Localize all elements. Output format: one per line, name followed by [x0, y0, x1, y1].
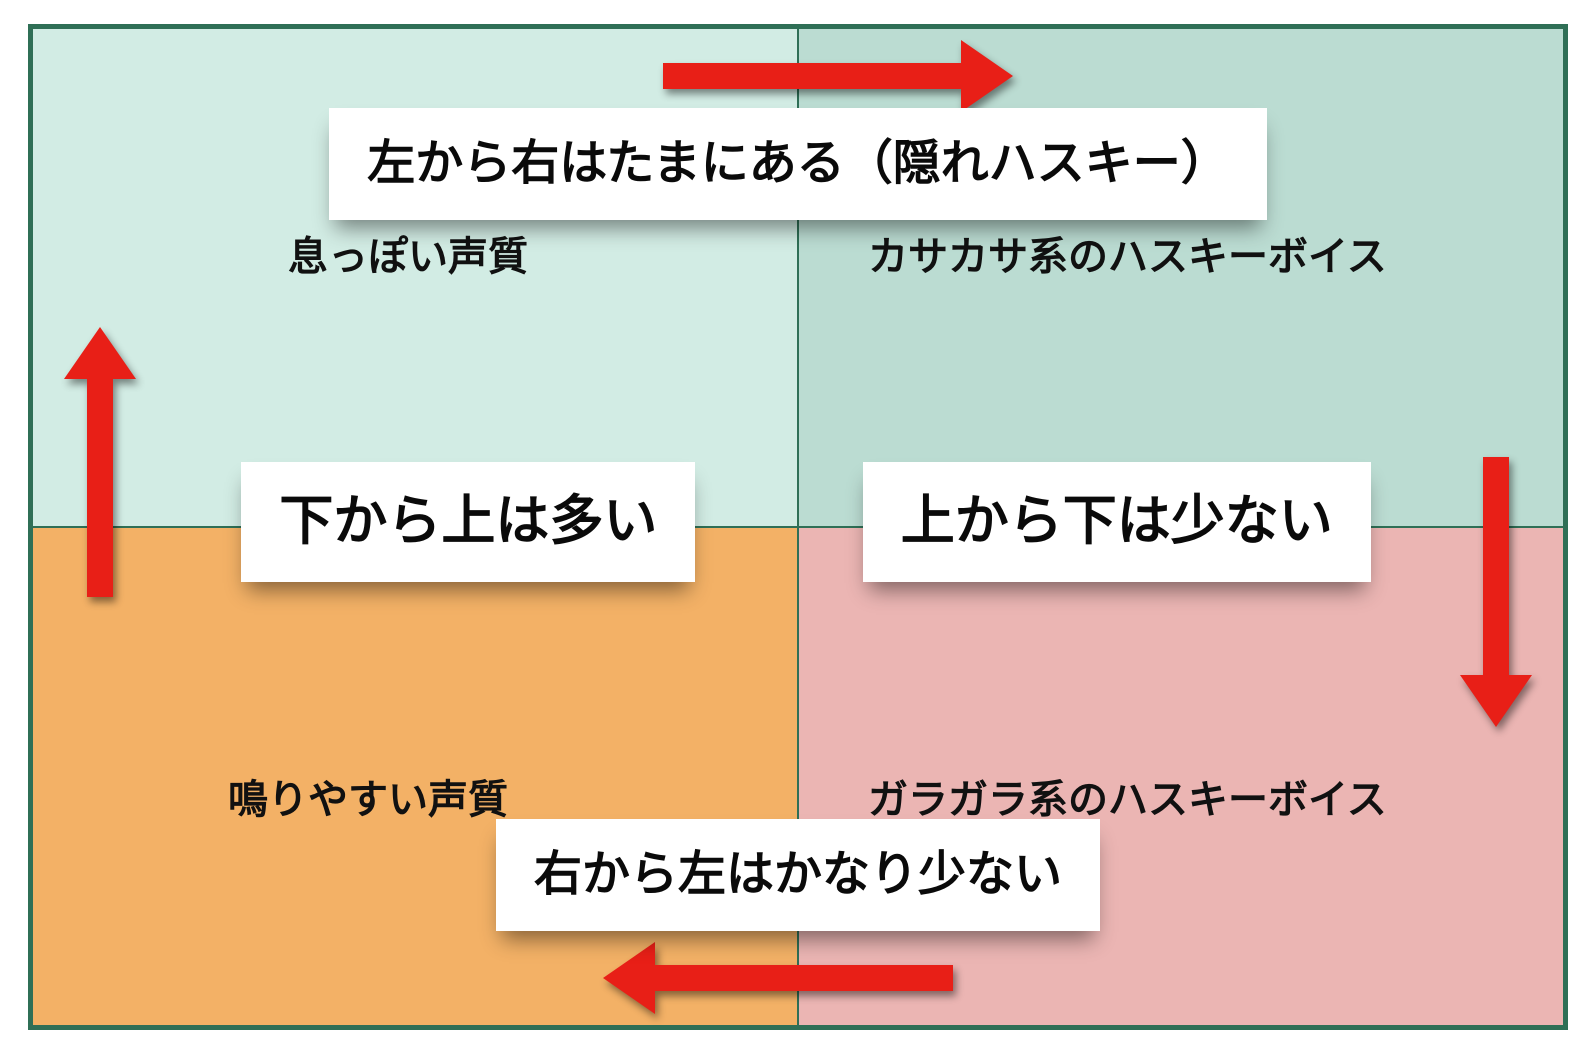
callout-left-text: 下から上は多い — [279, 488, 657, 556]
callout-right-text: 上から下は少ない — [901, 488, 1333, 556]
quadrant-label-top-left: 息っぽい声質 — [288, 224, 528, 282]
arrow-right-down-icon — [1460, 457, 1532, 732]
arrow-bottom-left-icon — [603, 942, 953, 1019]
callout-bottom: 右から左はかなり少ない — [496, 819, 1100, 931]
arrow-left-up-icon — [64, 327, 136, 602]
callout-left: 下から上は多い — [241, 462, 695, 582]
callout-top-text: 左から右はたまにある（隠れハスキー） — [367, 134, 1229, 194]
arrow-top-right-icon — [663, 40, 1013, 117]
quadrant-label-bottom-right: ガラガラ系のハスキーボイス — [868, 767, 1387, 825]
quadrant-label-top-right: カサカサ系のハスキーボイス — [868, 224, 1387, 282]
callout-right: 上から下は少ない — [863, 462, 1371, 582]
callout-bottom-text: 右から左はかなり少ない — [534, 845, 1062, 905]
quadrant-label-bottom-left: 鳴りやすい声質 — [228, 767, 508, 825]
callout-top: 左から右はたまにある（隠れハスキー） — [329, 108, 1267, 220]
